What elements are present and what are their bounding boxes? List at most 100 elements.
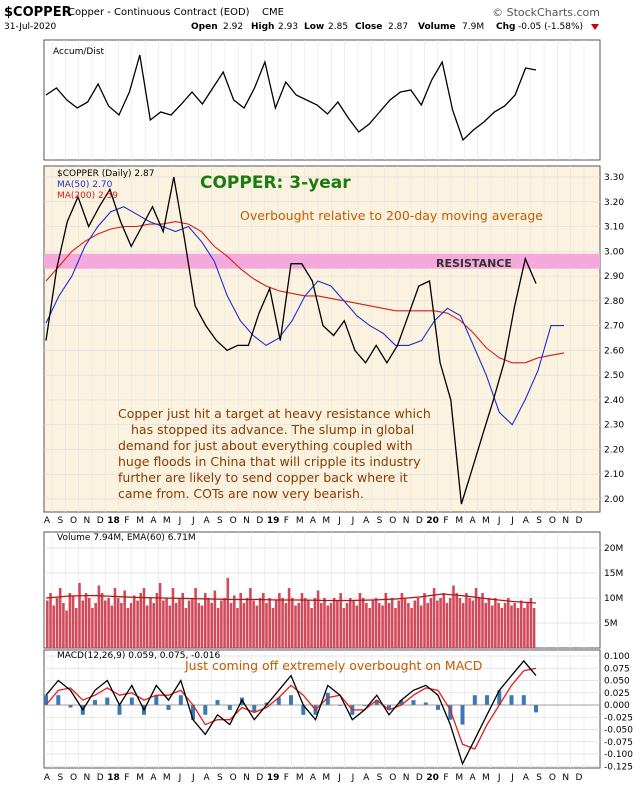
volume-bar [526, 603, 529, 648]
month-label: S [536, 773, 542, 783]
watermark: © StockCharts.com [492, 6, 600, 19]
price-tick-label: 3.30 [604, 173, 624, 183]
macd-histogram-bar [399, 700, 404, 705]
volume-bar [329, 603, 333, 648]
volume-bar [481, 593, 484, 648]
month-label: M [163, 516, 171, 526]
volume-bar [187, 600, 191, 648]
volume-bar [287, 588, 291, 648]
month-label: O [549, 773, 556, 783]
accum-dist-panel [43, 39, 601, 161]
volume-bar [445, 603, 449, 648]
month-label: O [230, 773, 237, 783]
macd-tick-label: 0.025 [604, 689, 630, 699]
month-label: S [377, 773, 383, 783]
volume-bar [120, 603, 123, 648]
volume-bar [75, 608, 78, 648]
month-label: M [136, 516, 144, 526]
macd-tick-label: -0.075 [604, 738, 633, 748]
open-value: 2.92 [223, 22, 243, 32]
month-label: N [243, 516, 250, 526]
month-label: F [284, 516, 289, 526]
month-label: M [296, 516, 304, 526]
volume-bar [178, 598, 181, 648]
volume-ema-line [45, 593, 537, 604]
macd-histogram-bar [521, 695, 526, 705]
macd-histogram-bar [252, 705, 257, 713]
month-label: N [84, 516, 91, 526]
macd-signal-line [45, 667, 537, 750]
volume-bar [236, 608, 239, 648]
volume-bar [116, 598, 120, 648]
volume-bar [174, 603, 178, 648]
volume-bar [468, 598, 471, 648]
volume-bar [461, 603, 465, 648]
volume-bar [55, 598, 59, 648]
volume-bar [326, 605, 330, 648]
volume-bar [381, 605, 384, 648]
volume-bar [478, 598, 481, 648]
volume-bar [58, 588, 62, 648]
overbought-note: Overbought relative to 200-day moving av… [240, 208, 543, 223]
volume-bar [233, 595, 236, 648]
volume-bar [136, 600, 139, 648]
month-label: M [482, 516, 490, 526]
x-axis-months-top: A S O N D 18 F M A M J J A S O N D 19 F M A M J J A S O N D 20 F M A M J J A… [44, 516, 583, 526]
macd-histogram-bar [166, 705, 171, 710]
month-label: D [416, 516, 423, 526]
volume-bar [403, 598, 407, 648]
volume-bar [339, 593, 342, 648]
volume-bar [278, 593, 281, 648]
month-label: A [44, 773, 51, 783]
macd-histogram-bar [301, 705, 306, 715]
macd-histogram-bar [154, 695, 159, 705]
volume-bar [220, 600, 223, 648]
commentary-line-4: huge floods in China that will cripple i… [118, 454, 421, 469]
month-label: F [284, 773, 289, 783]
volume-title: Volume 7.94M, EMA(60) 6.71M [57, 533, 196, 543]
macd-histogram-bar [448, 705, 453, 720]
volume-bar [342, 608, 346, 648]
x-axis-months-bottom: A S O N D 18 F M A M J J A S O N D 19 F M A M J J A S O N D 20 F M A M J J A… [44, 773, 583, 783]
volume-bar [523, 608, 526, 648]
month-label: D [576, 516, 583, 526]
volume-bar [245, 598, 249, 648]
volume-bar [449, 598, 452, 648]
month-label: M [455, 773, 463, 783]
month-label: O [389, 516, 396, 526]
volume-bar [407, 603, 410, 648]
volume-bar [432, 588, 436, 648]
macd-histogram-bar [509, 695, 514, 705]
volume-bar [310, 608, 313, 648]
volume-bar [497, 603, 500, 648]
volume-bar [107, 598, 110, 648]
volume-bar [262, 593, 265, 648]
volume-bar [291, 598, 294, 648]
volume-bar [158, 583, 162, 648]
month-label: O [70, 516, 77, 526]
month-label: J [337, 516, 341, 526]
month-label: 18 [107, 773, 120, 783]
macd-histogram-bar [289, 695, 293, 705]
month-label: J [510, 516, 514, 526]
volume-bar [332, 598, 336, 648]
macd-histogram-bar [411, 700, 416, 705]
volume-bar [49, 593, 52, 648]
volume-bar [152, 603, 155, 648]
volume-bar [65, 610, 68, 648]
macd-frame [43, 649, 601, 769]
accum-dist-frame [43, 39, 601, 161]
month-label: N [243, 773, 250, 783]
price-tick-label: 3.10 [604, 223, 624, 233]
volume-bar [91, 608, 94, 648]
accum-dist-line [45, 54, 537, 142]
volume-bar [307, 600, 310, 648]
volume-bar [129, 603, 133, 648]
price-tick-label: 2.60 [604, 346, 624, 356]
month-label: S [536, 516, 542, 526]
volume-bar [471, 600, 475, 648]
month-label: A [363, 773, 370, 783]
month-label: 20 [426, 516, 439, 526]
macd-histogram-bar [203, 705, 208, 715]
macd-note: Just coming off extremely overbought on … [184, 658, 482, 673]
